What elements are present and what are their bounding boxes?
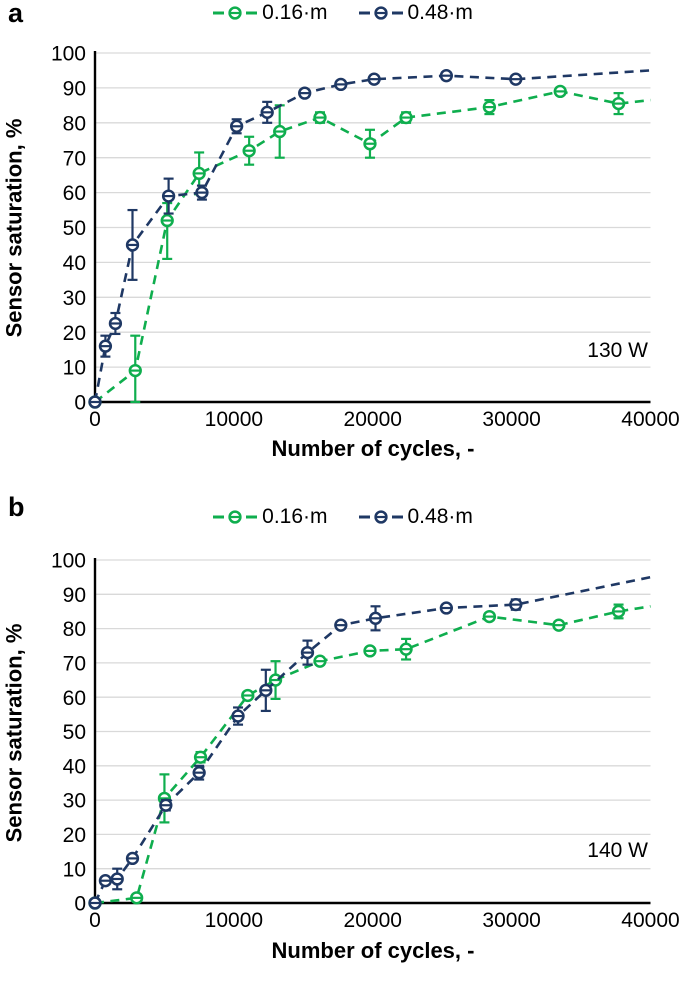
y-tick-label: 60 [63, 182, 86, 205]
y-tick-label: 0 [74, 893, 86, 916]
y-tick-label: 50 [63, 217, 86, 240]
series-line [93, 69, 651, 403]
legend-item: 0.48·m [358, 506, 473, 527]
y-tick-label: 30 [63, 790, 86, 813]
x-tick-label: 30000 [482, 909, 540, 932]
x-tick-label: 10000 [205, 408, 263, 431]
power-annotation: 130 W [587, 339, 648, 362]
panel-letter: b [8, 492, 25, 522]
panel-a: a 0.16·m 0.48·m 0 10 20 30 40 50 60 70 80 90 100 0 10… [0, 0, 685, 492]
x-tick-label: 40000 [621, 909, 679, 932]
chart-canvas: 0 10 20 30 40 50 60 70 80 90 100 0 10000 20000 30000 40… [51, 43, 680, 431]
y-tick-label: 70 [63, 147, 86, 170]
series-marker-icon [213, 509, 258, 524]
legend-label: 0.16·m [262, 505, 328, 528]
y-tick-label: 70 [63, 652, 86, 675]
series-marker-icon [358, 509, 403, 524]
y-tick-label: 60 [63, 687, 86, 710]
legend: 0.16·m 0.48·m [0, 2, 685, 23]
y-tick-label: 20 [63, 322, 86, 345]
series-marker-icon [358, 5, 403, 20]
x-tick-label: 40000 [621, 408, 679, 431]
x-axis-title: Number of cycles, - [271, 938, 475, 963]
series-marker-icon [213, 5, 258, 20]
legend-item: 0.16·m [212, 505, 328, 528]
x-tick-label: 20000 [344, 408, 402, 431]
y-tick-label: 80 [63, 618, 86, 641]
legend: 0.16·m 0.48·m [0, 506, 685, 527]
y-tick-label: 80 [63, 112, 86, 135]
y-axis-title: Sensor saturation, % [1, 118, 27, 338]
legend-label: 0.48·m [407, 1, 473, 24]
legend-item: 0.16·m [212, 1, 328, 24]
y-tick-label: 90 [63, 584, 86, 607]
x-axis-title: Number of cycles, - [271, 436, 475, 461]
chart-canvas: 0 10 20 30 40 50 60 70 80 90 100 0 10000 20000 30000 40… [51, 550, 680, 932]
x-tick-label: 0 [89, 909, 101, 932]
y-tick-label: 100 [51, 550, 86, 573]
legend-label: 0.48·m [407, 505, 473, 528]
y-tick-label: 90 [63, 77, 86, 100]
y-tick-label: 10 [63, 858, 86, 881]
series-line [93, 575, 651, 904]
panel-letter: a [8, 0, 24, 28]
x-tick-label: 20000 [344, 909, 402, 932]
legend-item: 0.48·m [358, 2, 473, 23]
power-annotation: 140 W [587, 839, 648, 862]
x-tick-label: 0 [89, 408, 101, 431]
y-tick-label: 40 [63, 755, 86, 778]
y-tick-label: 100 [51, 43, 86, 66]
y-tick-label: 20 [63, 824, 86, 847]
panel-b: b 0.16·m 0.48·m 0 10 20 30 40 50 60 70 80 90 100 0 10… [0, 492, 685, 985]
y-tick-label: 30 [63, 287, 86, 310]
x-tick-label: 10000 [205, 909, 263, 932]
y-tick-label: 40 [63, 252, 86, 275]
y-axis-title: Sensor saturation, % [1, 623, 27, 843]
y-tick-label: 50 [63, 721, 86, 744]
legend-label: 0.16·m [262, 1, 328, 24]
y-tick-label: 0 [74, 392, 86, 415]
x-tick-label: 30000 [482, 408, 540, 431]
y-tick-label: 10 [63, 357, 86, 380]
